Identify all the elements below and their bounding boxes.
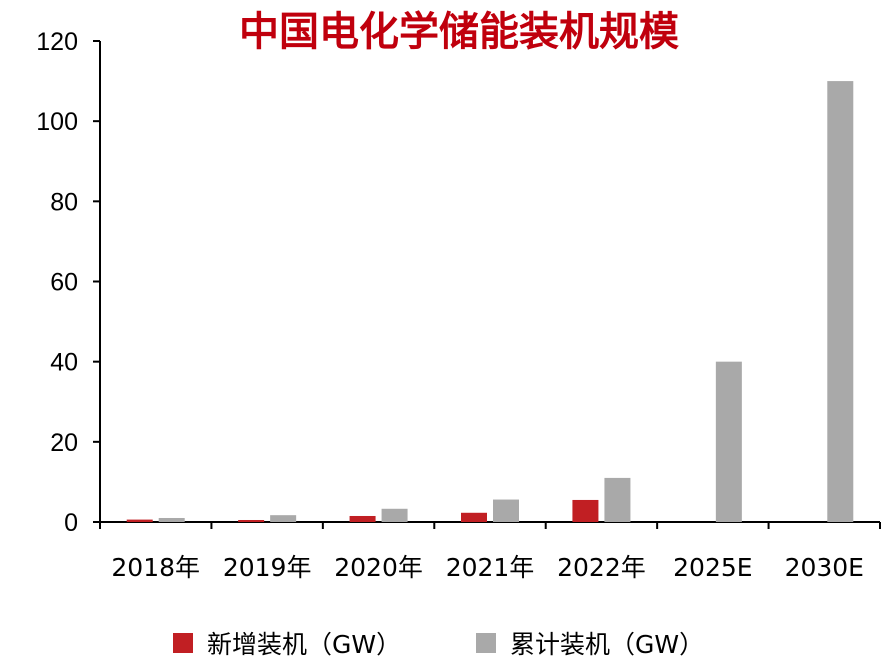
x-axis: 2018年 2019年 2020年 2021年 2022年 2025E 2030E [99,521,881,582]
legend-label-1: 累计装机（GW） [510,630,704,659]
legend-swatch-1 [476,633,496,653]
x-tick-label: 2030E [785,553,864,582]
x-tick-label: 2018年 [111,553,200,582]
x-tick-label: 2021年 [446,553,535,582]
x-tick-label: 2022年 [557,553,646,582]
y-tick-label: 80 [50,188,78,216]
bars [126,81,854,522]
y-tick-label: 20 [50,429,78,457]
y-axis: 0 20 40 60 80 100 120 [36,28,101,537]
bar-new-0 [126,519,153,522]
bar-cumulative-1 [270,515,297,522]
bar-cumulative-4 [604,477,631,522]
x-tick-label: 2020年 [334,553,423,582]
bar-new-3 [461,512,487,522]
bar-cumulative-2 [381,508,408,522]
bar-cumulative-6 [827,81,854,522]
bar-cumulative-5 [715,361,742,522]
chart-title: 中国电化学储能装机规模 [239,9,679,55]
bar-new-4 [572,499,599,522]
legend: 新增装机（GW） 累计装机（GW） [173,630,704,659]
y-tick-label: 60 [50,269,78,297]
bar-new-2 [349,515,376,522]
bar-cumulative-3 [493,499,519,522]
bar-new-1 [238,519,265,522]
y-tick-label: 100 [36,108,78,136]
legend-swatch-0 [173,633,193,653]
bar-cumulative-0 [158,517,185,522]
x-tick-label: 2019年 [223,553,312,582]
legend-label-0: 新增装机（GW） [207,630,401,659]
y-tick-label: 40 [50,349,78,377]
y-tick-label: 120 [36,28,78,56]
y-tick-label: 0 [64,509,78,537]
x-tick-label: 2025E [673,553,752,582]
